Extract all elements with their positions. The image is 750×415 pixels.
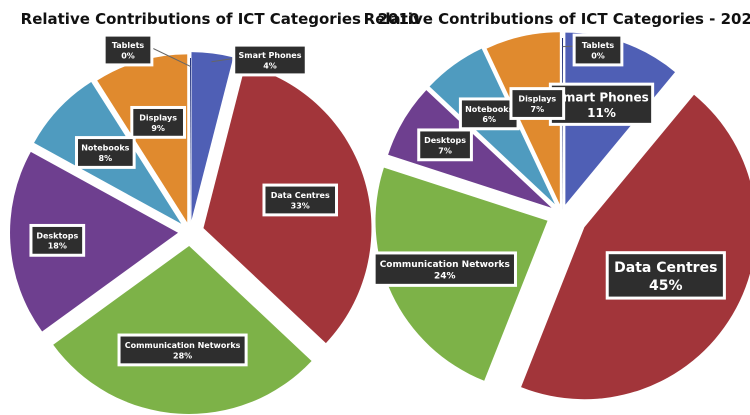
label-category: Notebooks [81,143,129,152]
label-percent: 4% [263,61,277,70]
label-category: Tablets [112,41,145,50]
chart-title-2020: Relative Contributions of ICT Categories… [364,10,750,28]
pie-slice-data-centres [521,94,750,400]
label-percent: 7% [531,105,545,114]
label-percent: 9% [151,124,165,133]
data-label: Smart Phones 11% [548,82,655,126]
label-category: Desktops [36,231,78,240]
data-label: Desktops 18% [29,223,86,257]
pie-slice-communication-networks [53,245,312,414]
label-box [375,254,514,284]
label-box [551,85,652,123]
data-label: Displays 9% [130,105,186,139]
label-category: Notebooks [465,105,513,114]
label-box [512,90,563,117]
label-percent: 45% [649,278,683,294]
label-category: Tablets [582,41,615,50]
label-percent: 0% [591,51,605,60]
label-category: Displays [518,95,556,104]
label-box [120,336,245,364]
label-percent: 33% [291,201,310,210]
label-percent: 6% [482,115,496,124]
label-percent: 7% [438,146,452,155]
label-category: Communication Networks [125,341,241,350]
label-percent: 11% [587,106,616,120]
data-label: Notebooks 8% [75,136,136,169]
label-box [105,36,151,64]
label-box [608,254,723,297]
pie-2020: Smart Phones 11% Data Centres 45% Communicat… [372,32,750,400]
label-category: Displays [139,113,177,122]
label-percent: 18% [48,242,67,251]
label-percent: 0% [121,51,135,60]
label-percent: 28% [173,351,192,360]
label-percent: 8% [99,154,113,163]
label-category: Smart Phones [554,90,648,104]
pie-slice-smart-phones [191,52,234,221]
label-box [78,139,133,166]
label-box [235,46,305,74]
label-category: Smart Phones [239,51,302,60]
pie-slice-tablets [190,58,192,227]
pie-slice-desktops [10,151,179,332]
label-category: Desktops [424,136,466,145]
label-percent: 24% [434,272,456,282]
label-box [133,108,183,136]
label-category: Data Centres [271,191,330,200]
label-category: Data Centres [614,260,717,276]
data-label: Data Centres 45% [605,251,726,300]
label-box [420,131,470,159]
data-label: Communication Networks 24% [372,251,517,287]
label-box [575,36,621,64]
label-box [32,226,83,254]
label-box [265,186,336,214]
chart-title-2010: Relative Contributions of ICT Categories… [21,10,420,28]
leader-line [147,45,191,67]
label-category: Communication Networks [380,260,510,270]
label-box [461,100,517,128]
